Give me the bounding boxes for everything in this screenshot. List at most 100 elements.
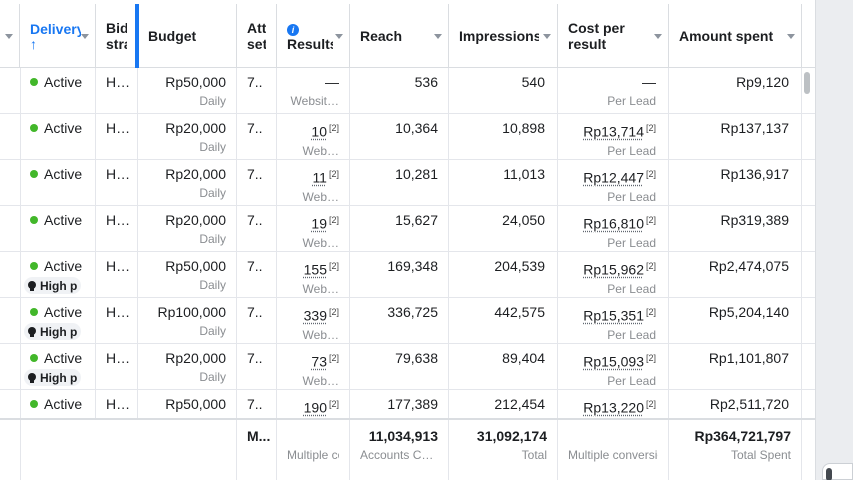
cost-per-result-value[interactable]: Rp15,962	[583, 262, 644, 278]
cost-per-result-cell: Rp15,962 [2] Per Lead	[558, 252, 669, 298]
horizontal-scrollbar-thumb[interactable]	[822, 463, 853, 480]
amount-spent-value: Rp5,204,140	[679, 304, 789, 320]
totals-amount-spent-sub: Total Spent	[679, 448, 791, 462]
vertical-scrollbar-thumb[interactable]	[804, 72, 810, 94]
sort-caret-icon[interactable]	[434, 34, 442, 39]
totals-impressions-sub: Total	[459, 448, 547, 462]
cost-per-result-footnote: [2]	[646, 261, 656, 271]
results-value[interactable]: 10	[311, 124, 327, 140]
impressions-value: 10,898	[459, 120, 545, 136]
budget-value: Rp100,000	[148, 304, 226, 320]
column-header-previous[interactable]	[0, 4, 20, 67]
results-value[interactable]: —	[325, 74, 339, 90]
column-resize-handle[interactable]	[135, 4, 139, 68]
reach-value: 10,364	[360, 120, 438, 136]
cost-per-result-value[interactable]: Rp13,714	[583, 124, 644, 140]
vertical-scrollbar[interactable]	[802, 68, 813, 418]
column-header-amount-spent[interactable]: Amount spent	[669, 4, 802, 67]
lightbulb-icon	[28, 281, 36, 291]
cost-per-result-value[interactable]: Rp15,093	[583, 354, 644, 370]
column-header-results[interactable]: i Results	[277, 4, 350, 67]
column-header-budget[interactable]: Budget	[138, 4, 237, 67]
column-header-next[interactable]	[802, 4, 815, 67]
sort-caret-icon[interactable]	[81, 34, 89, 39]
results-value[interactable]: 155	[304, 262, 327, 278]
cost-per-result-type: Per Lead	[568, 282, 656, 296]
results-footnote: [2]	[329, 307, 339, 317]
row-spacer	[0, 68, 21, 114]
budget-cell[interactable]: Rp50,000 Daily	[138, 68, 237, 114]
totals-amount-spent-value: Rp364,721,797	[679, 428, 791, 444]
budget-value: Rp50,000	[148, 74, 226, 90]
table-row[interactable]: Active High p H… Rp20,000 Daily 7.. 73 [2] Web… 7…	[0, 344, 815, 390]
attribution-value: 7..	[247, 120, 266, 136]
table-row[interactable]: Active H… Rp20,000 Daily 7.. 11 [2] Web… 10,281 1…	[0, 160, 815, 206]
table-row[interactable]: Active H… Rp20,000 Daily 7.. 19 [2] Web… 15,627 2…	[0, 206, 815, 252]
delivery-status: Active	[44, 258, 82, 274]
budget-type: Daily	[148, 278, 226, 292]
amount-spent-cell: Rp136,917	[669, 160, 802, 206]
results-cell: 10 [2] Web…	[277, 114, 350, 160]
column-header-cost-per-result-label: Cost per result	[568, 20, 646, 52]
cost-per-result-value[interactable]: Rp12,447	[583, 170, 644, 186]
reach-value: 15,627	[360, 212, 438, 228]
delivery-status: Active	[44, 166, 82, 182]
results-footnote: [2]	[329, 169, 339, 179]
amount-spent-cell: Rp5,204,140	[669, 298, 802, 344]
budget-cell[interactable]: Rp20,000 Daily	[138, 206, 237, 252]
cost-per-result-cell: — Per Lead	[558, 68, 669, 114]
cost-per-result-cell: Rp15,093 [2] Per Lead	[558, 344, 669, 390]
column-header-reach[interactable]: Reach	[350, 4, 449, 67]
column-header-bid-strategy[interactable]: Bid strategy	[96, 4, 138, 67]
impressions-cell: 11,013	[449, 160, 558, 206]
column-header-attribution[interactable]: Attribution setting	[237, 4, 277, 67]
performance-badge[interactable]: High p	[24, 277, 81, 294]
results-type: Websit…	[283, 94, 339, 108]
sort-caret-icon[interactable]	[787, 34, 795, 39]
cost-per-result-value[interactable]: Rp16,810	[583, 216, 644, 232]
attribution-cell: 7..	[237, 68, 277, 114]
bid-strategy-value: H…	[106, 120, 127, 136]
budget-value: Rp20,000	[148, 166, 226, 182]
cost-per-result-value[interactable]: Rp13,220	[583, 400, 644, 416]
cost-per-result-cell: Rp15,351 [2] Per Lead	[558, 298, 669, 344]
sort-caret-icon[interactable]	[543, 34, 551, 39]
performance-badge[interactable]: High p	[24, 369, 81, 386]
sort-caret-icon[interactable]	[654, 34, 662, 39]
row-spacer	[0, 252, 21, 298]
cost-per-result-value[interactable]: Rp15,351	[583, 308, 644, 324]
cost-per-result-type: Per Lead	[568, 236, 656, 250]
results-value[interactable]: 339	[304, 308, 327, 324]
bid-strategy-cell: H…	[96, 114, 138, 160]
reach-cell: 336,725	[350, 298, 449, 344]
budget-cell[interactable]: Rp20,000 Daily	[138, 114, 237, 160]
budget-cell[interactable]: Rp50,000 Daily	[138, 252, 237, 298]
results-value[interactable]: 73	[311, 354, 327, 370]
info-icon[interactable]: i	[287, 24, 299, 36]
table-row[interactable]: Active H… Rp50,000 Daily 7.. — Websit… 536 540 — P…	[0, 68, 815, 114]
results-value[interactable]: 19	[311, 216, 327, 232]
table-row[interactable]: Active H… Rp20,000 Daily 7.. 10 [2] Web… 10,364 1…	[0, 114, 815, 160]
column-header-cost-per-result[interactable]: Cost per result	[558, 4, 669, 67]
results-value[interactable]: 190	[304, 400, 327, 416]
table-row[interactable]: Active High p H… Rp100,000 Daily 7.. 339 [2] Web…	[0, 298, 815, 344]
amount-spent-cell: Rp319,389	[669, 206, 802, 252]
results-value[interactable]: 11	[312, 170, 327, 186]
budget-cell[interactable]: Rp20,000 Daily	[138, 344, 237, 390]
budget-cell[interactable]: Rp20,000 Daily	[138, 160, 237, 206]
amount-spent-value: Rp9,120	[679, 74, 789, 90]
attribution-value: 7..	[247, 304, 266, 320]
table-row[interactable]: Active High p H… Rp50,000 Daily 7.. 155 [2] Web……	[0, 252, 815, 298]
cost-per-result-value[interactable]: —	[642, 74, 656, 90]
bid-strategy-cell: H…	[96, 252, 138, 298]
sort-caret-icon[interactable]	[5, 34, 13, 39]
performance-badge[interactable]: High p	[24, 323, 81, 340]
reach-cell: 536	[350, 68, 449, 114]
column-header-delivery[interactable]: Delivery ↑	[20, 4, 96, 67]
budget-cell[interactable]: Rp100,000 Daily	[138, 298, 237, 344]
column-header-impressions[interactable]: Impressions	[449, 4, 558, 67]
budget-value: Rp20,000	[148, 350, 226, 366]
delivery-status: Active	[44, 304, 82, 320]
delivery-cell: Active	[20, 114, 96, 160]
sort-caret-icon[interactable]	[335, 34, 343, 39]
